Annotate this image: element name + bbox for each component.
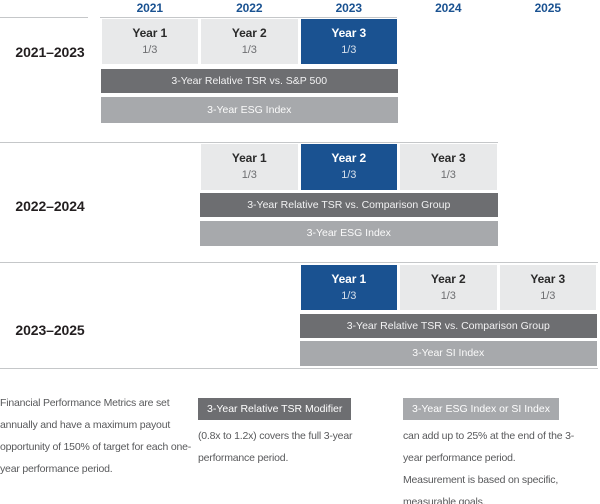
group-rule-2	[0, 142, 498, 143]
year-cell-fraction: 1/3	[440, 169, 456, 181]
header-rule-left	[0, 17, 88, 18]
bottom-rule	[0, 368, 598, 369]
tsr-metric-bar: 3-Year Relative TSR vs. Comparison Group	[299, 314, 597, 338]
timeline-year-2022: 2022	[236, 1, 263, 15]
group-label-2022-2024: 2022–2024	[15, 198, 85, 214]
tsr-metric-bar: 3-Year Relative TSR vs. Comparison Group	[200, 193, 498, 217]
timeline-year-2024: 2024	[435, 1, 462, 15]
timeline-year-2023: 2023	[335, 1, 362, 15]
header-rule-right	[100, 17, 397, 18]
year-cell-fraction: 1/3	[341, 43, 357, 56]
si-index-bar: 3-Year SI Index	[299, 341, 597, 366]
footnote-index-addon-tag: 3-Year ESG Index or SI Index	[403, 398, 559, 420]
footnote-financial-metrics: Financial Performance Metrics are set an…	[0, 397, 192, 475]
esg-index-bar: 3-Year ESG Index	[100, 97, 398, 123]
timeline-year-2025: 2025	[534, 1, 561, 15]
footnote-index-addon-text: can add up to 25% at the end of the 3-ye…	[403, 430, 575, 504]
year-cell-fraction: 1/3	[540, 290, 556, 302]
year-cell-title: Year 3	[530, 272, 566, 286]
esg-index-bar: 3-Year ESG Index	[200, 221, 498, 246]
group-label-2023-2025: 2023–2025	[15, 322, 85, 338]
year-cell: Year 1 1/3	[101, 18, 198, 64]
year-cell-fraction: 1/3	[341, 169, 357, 181]
year-cell-title: Year 3	[331, 25, 367, 40]
year-cell: Year 3 1/3	[400, 144, 497, 190]
year-cell: Year 2 1/3	[201, 18, 298, 64]
year-cell-title: Year 1	[132, 25, 168, 40]
year-cell-title: Year 3	[430, 151, 466, 165]
year-cell-fraction: 1/3	[241, 43, 257, 56]
year-cell-title: Year 2	[430, 272, 466, 286]
year-cell-title: Year 2	[231, 25, 267, 40]
footnote-tsr-modifier-tag: 3-Year Relative TSR Modifier	[198, 398, 352, 420]
year-cell: Year 1 1/3	[201, 144, 298, 190]
tsr-metric-bar: 3-Year Relative TSR vs. S&P 500	[100, 69, 398, 93]
year-cell-fraction: 1/3	[241, 169, 257, 181]
year-cell-title: Year 2	[331, 151, 367, 165]
year-cell-fraction: 1/3	[440, 290, 456, 302]
year-cell-fraction: 1/3	[142, 43, 158, 56]
year-cell-current: Year 1 1/3	[300, 265, 397, 310]
year-cell-title: Year 1	[231, 151, 267, 165]
footnote-tsr-modifier-text: (0.8x to 1.2x) covers the full 3-year pe…	[198, 430, 353, 464]
group-rule-3	[0, 262, 598, 263]
timeline-year-2021: 2021	[136, 1, 163, 15]
year-cell-current: Year 3 1/3	[300, 18, 397, 64]
group-label-2021-2023: 2021–2023	[15, 44, 85, 60]
year-cell-fraction: 1/3	[341, 290, 357, 302]
year-cell-current: Year 2 1/3	[300, 144, 397, 190]
year-cell-title: Year 1	[331, 272, 367, 286]
year-cell: Year 3 1/3	[499, 265, 596, 310]
year-cell: Year 2 1/3	[400, 265, 497, 310]
